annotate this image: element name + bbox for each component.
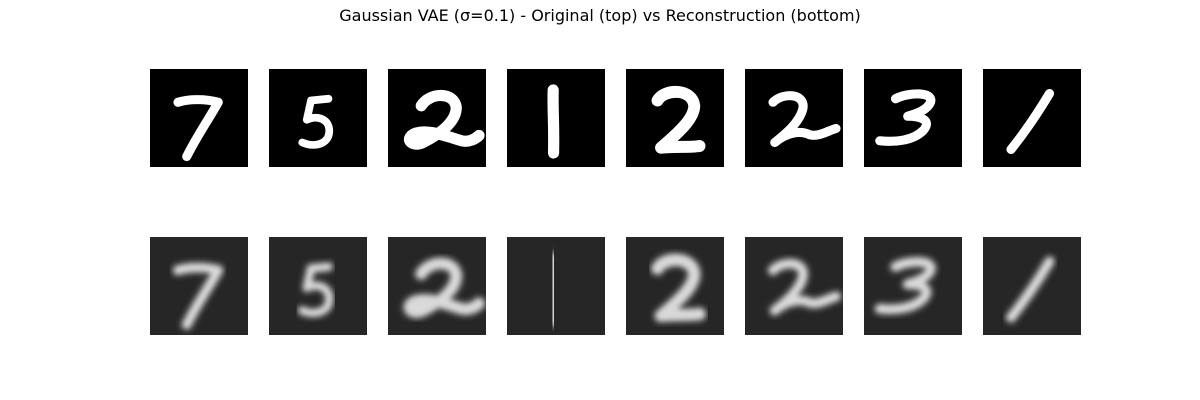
original-image-7: [864, 69, 962, 167]
original-image-2: [269, 69, 367, 167]
reconstruction-image-5: [626, 237, 724, 335]
digit-stroke-2: [768, 91, 841, 148]
original-image-4: [507, 69, 605, 167]
reconstruction-digit-image: [388, 237, 486, 335]
reconstruction-digit-image: [507, 237, 605, 335]
reconstruction-digit-image: [626, 237, 724, 335]
digit-stroke-5: [298, 262, 334, 317]
image-background: [388, 69, 486, 167]
reconstruction-digit-image: [745, 237, 843, 335]
original-image-1: [150, 69, 248, 167]
reconstruction-image-4: [507, 237, 605, 335]
figure-title: Gaussian VAE (σ=0.1) - Original (top) vs…: [339, 6, 861, 25]
original-image-6: [745, 69, 843, 167]
original-image-3: [388, 69, 486, 167]
digit-stroke-1: [547, 252, 560, 327]
reconstruction-image-2: [269, 237, 367, 335]
digit-stroke-3: [875, 257, 936, 314]
reconstruction-image-8: [983, 237, 1081, 335]
original-digit-image: [864, 69, 962, 167]
reconstruction-digit-image: [864, 237, 962, 335]
digit-stroke-7: [173, 95, 223, 162]
digit-stroke-1: [547, 84, 560, 159]
reconstruction-row: [150, 237, 1081, 335]
original-row: [150, 69, 1081, 167]
reconstruction-digit-image: [983, 237, 1081, 335]
reconstruction-image-1: [150, 237, 248, 335]
digit-stroke-2: [404, 257, 485, 318]
original-digit-image: [983, 69, 1081, 167]
digit-stroke-2: [768, 259, 841, 316]
digit-stroke-7: [173, 263, 223, 330]
digit-stroke-2: [651, 86, 706, 154]
reconstruction-digit-image: [150, 237, 248, 335]
original-digit-image: [269, 69, 367, 167]
image-background: [388, 237, 486, 335]
reconstruction-image-3: [388, 237, 486, 335]
original-digit-image: [150, 69, 248, 167]
digit-stroke-1: [1006, 256, 1055, 323]
original-digit-image: [626, 69, 724, 167]
original-image-8: [983, 69, 1081, 167]
reconstruction-image-7: [864, 237, 962, 335]
original-digit-image: [745, 69, 843, 167]
digit-stroke-2: [651, 254, 706, 322]
original-image-5: [626, 69, 724, 167]
digit-stroke-5: [298, 94, 334, 149]
original-digit-image: [388, 69, 486, 167]
original-digit-image: [507, 69, 605, 167]
reconstruction-image-6: [745, 237, 843, 335]
digit-stroke-1: [1006, 88, 1055, 155]
image-background: [150, 237, 248, 335]
digit-stroke-2: [404, 89, 485, 150]
digit-stroke-3: [875, 89, 936, 146]
reconstruction-digit-image: [269, 237, 367, 335]
image-background: [150, 69, 248, 167]
